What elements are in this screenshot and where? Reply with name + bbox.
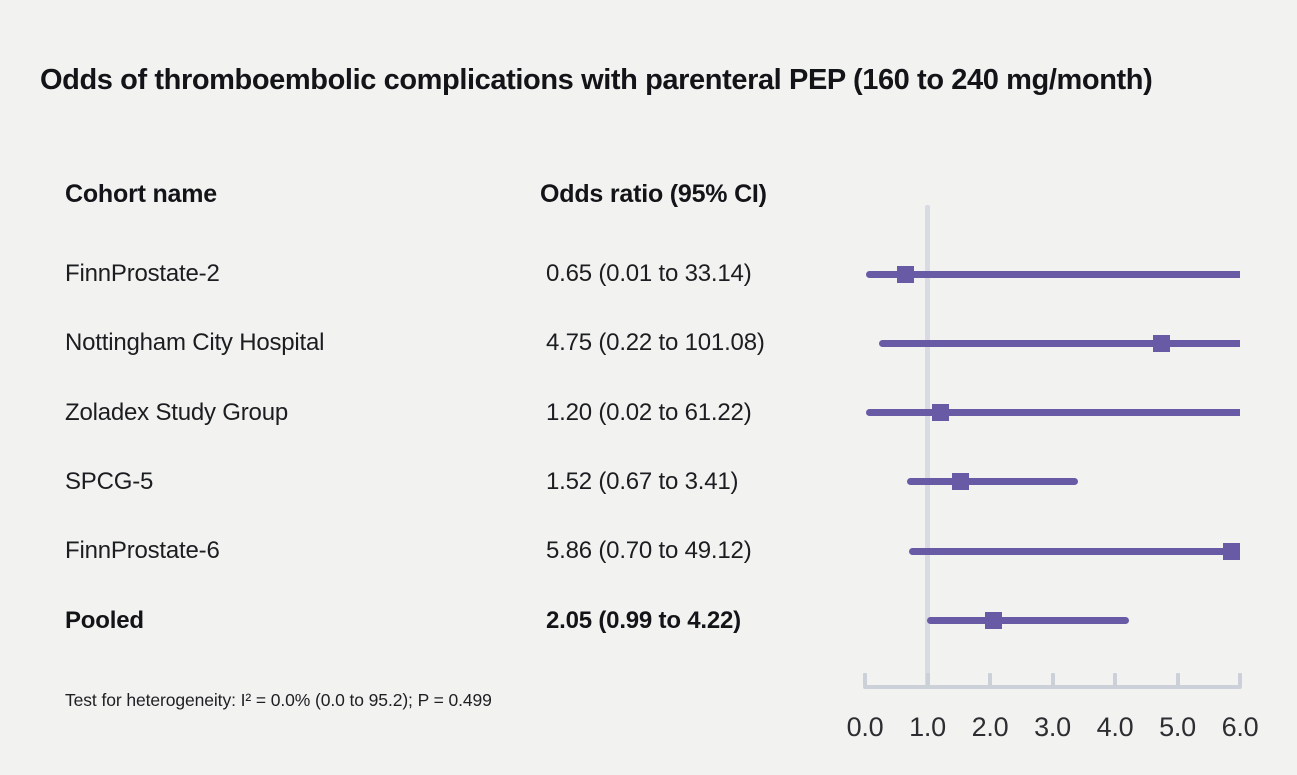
confidence-interval-line [906, 478, 1079, 486]
x-axis-tick-label: 5.0 [1159, 712, 1196, 742]
x-axis-tick-label: 4.0 [1096, 712, 1134, 742]
x-axis-tick [988, 673, 992, 686]
x-axis-line [863, 685, 1242, 689]
odds-ratio-marker [1153, 334, 1171, 352]
x-axis-tick [1175, 673, 1180, 686]
heterogeneity-footnote: Test for heterogeneity: I² = 0.0% (0.0 t… [65, 690, 492, 710]
odds-ratio-value: 4.75 (0.22 to 101.08) [546, 329, 765, 357]
page-title: Odds of thromboembolic complications wit… [40, 64, 1153, 96]
odds-ratio-value: 5.86 (0.70 to 49.12) [546, 537, 752, 565]
cohort-name: Zoladex Study Group [65, 398, 288, 426]
x-axis-tick-label: 1.0 [909, 712, 946, 742]
cohort-name: Nottingham City Hospital [65, 329, 325, 357]
x-axis-tick-label: 6.0 [1221, 712, 1259, 742]
x-axis-tick [1113, 673, 1117, 686]
cohort-name: FinnProstate-2 [65, 260, 220, 287]
x-axis-tick [1238, 673, 1242, 686]
x-axis-tick-label: 3.0 [1034, 712, 1071, 742]
confidence-interval-line [865, 270, 1240, 278]
column-header-odds-ratio: Odds ratio (95% CI) [540, 180, 767, 208]
odds-ratio-marker [1222, 542, 1240, 560]
odds-ratio-marker [931, 404, 949, 422]
odds-ratio-value: 1.20 (0.02 to 61.22) [546, 398, 752, 426]
odds-ratio-value: 2.05 (0.99 to 4.22) [546, 606, 741, 634]
odds-ratio-marker [897, 265, 915, 283]
cohort-name: SPCG-5 [65, 467, 154, 495]
confidence-interval-line [878, 339, 1240, 347]
column-header-cohort-name: Cohort name [65, 180, 217, 208]
confidence-interval-line [908, 547, 1240, 555]
x-axis-tick [863, 673, 867, 686]
x-axis-tick-label: 0.0 [846, 712, 884, 742]
confidence-interval-line [866, 409, 1240, 417]
odds-ratio-value: 0.65 (0.01 to 33.14) [546, 260, 752, 287]
x-axis-tick-label: 2.0 [971, 712, 1009, 742]
odds-ratio-marker [951, 473, 969, 491]
x-axis-tick [1050, 673, 1055, 686]
confidence-interval-line [926, 617, 1129, 624]
cohort-name: FinnProstate-6 [65, 537, 220, 565]
reference-line-or-1 [925, 205, 930, 689]
odds-ratio-value: 1.52 (0.67 to 3.41) [546, 467, 739, 495]
odds-ratio-marker [984, 612, 1002, 629]
cohort-name: Pooled [65, 606, 144, 634]
x-axis-tick [925, 673, 930, 686]
